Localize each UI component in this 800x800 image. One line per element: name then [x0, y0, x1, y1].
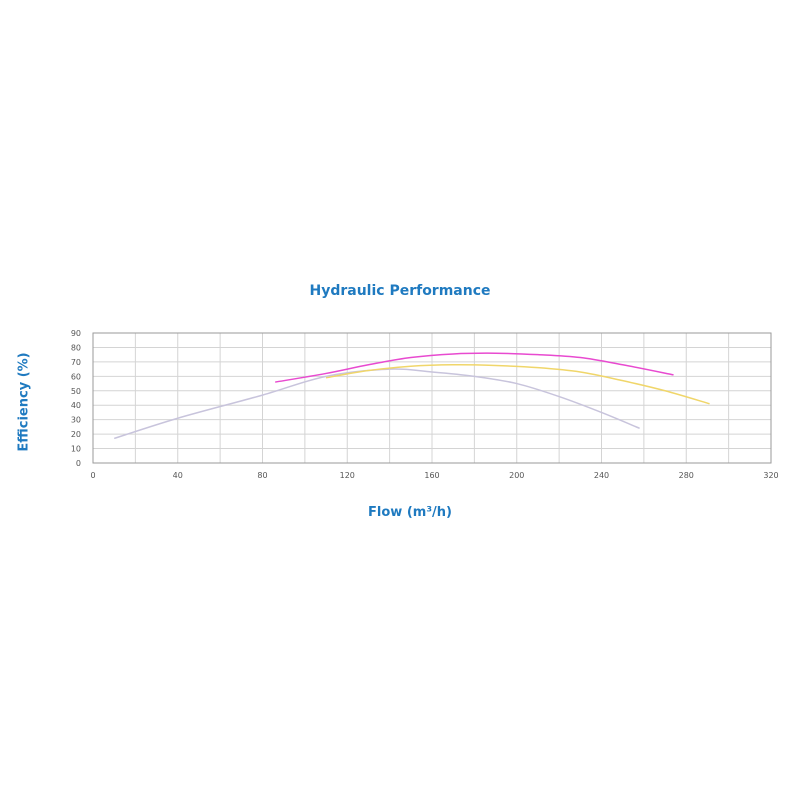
x-tick-label: 160 [424, 471, 439, 480]
x-tick-label: 240 [594, 471, 609, 480]
y-tick-label: 70 [71, 358, 81, 367]
x-tick-label: 40 [173, 471, 183, 480]
plot-frame [92, 332, 772, 464]
efficiency-series-line-1 [113, 368, 640, 440]
chart-title: Hydraulic Performance [309, 283, 491, 299]
y-tick-label: 90 [71, 329, 81, 338]
x-tick-label: 120 [340, 471, 355, 480]
y-tick-label: 0 [76, 459, 81, 468]
y-tick-label: 30 [71, 416, 81, 425]
x-tick-label: 200 [509, 471, 524, 480]
efficiency-series-line-3 [275, 352, 674, 383]
efficiency-series-line-2 [325, 364, 710, 405]
x-tick-label: 280 [679, 471, 694, 480]
y-tick-label: 60 [71, 372, 81, 381]
grid [93, 333, 771, 463]
y-tick-label: 40 [71, 401, 81, 410]
x-tick-label: 80 [257, 471, 267, 480]
y-tick-label: 10 [71, 445, 81, 454]
y-tick-label: 50 [71, 387, 81, 396]
x-tick-label: 320 [763, 471, 778, 480]
series-lines [113, 352, 710, 440]
x-axis-label: Flow (m³/h) [368, 505, 452, 520]
y-tick-label: 20 [71, 430, 81, 439]
y-tick-label: 80 [71, 343, 81, 352]
axis-ticks: 0 40 80 120 160 200 240 280 320 0 10 20 30 40 50 60 70 80… [71, 329, 779, 480]
x-tick-label: 0 [90, 471, 95, 480]
